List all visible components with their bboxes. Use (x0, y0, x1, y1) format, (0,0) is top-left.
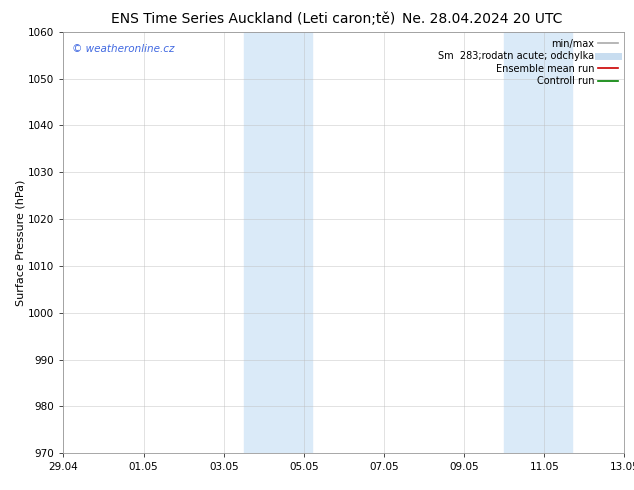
Bar (504, 32, 573, 453)
Bar (243, 32, 312, 453)
Text: © weatheronline.cz: © weatheronline.cz (72, 45, 174, 54)
Text: ENS Time Series Auckland (Leti caron;tě): ENS Time Series Auckland (Leti caron;tě) (112, 12, 396, 26)
Text: Ne. 28.04.2024 20 UTC: Ne. 28.04.2024 20 UTC (402, 12, 562, 26)
Legend: min/max, Sm  283;rodatn acute; odchylka, Ensemble mean run, Controll run: min/max, Sm 283;rodatn acute; odchylka, … (436, 37, 619, 88)
Y-axis label: Surface Pressure (hPa): Surface Pressure (hPa) (15, 179, 25, 306)
